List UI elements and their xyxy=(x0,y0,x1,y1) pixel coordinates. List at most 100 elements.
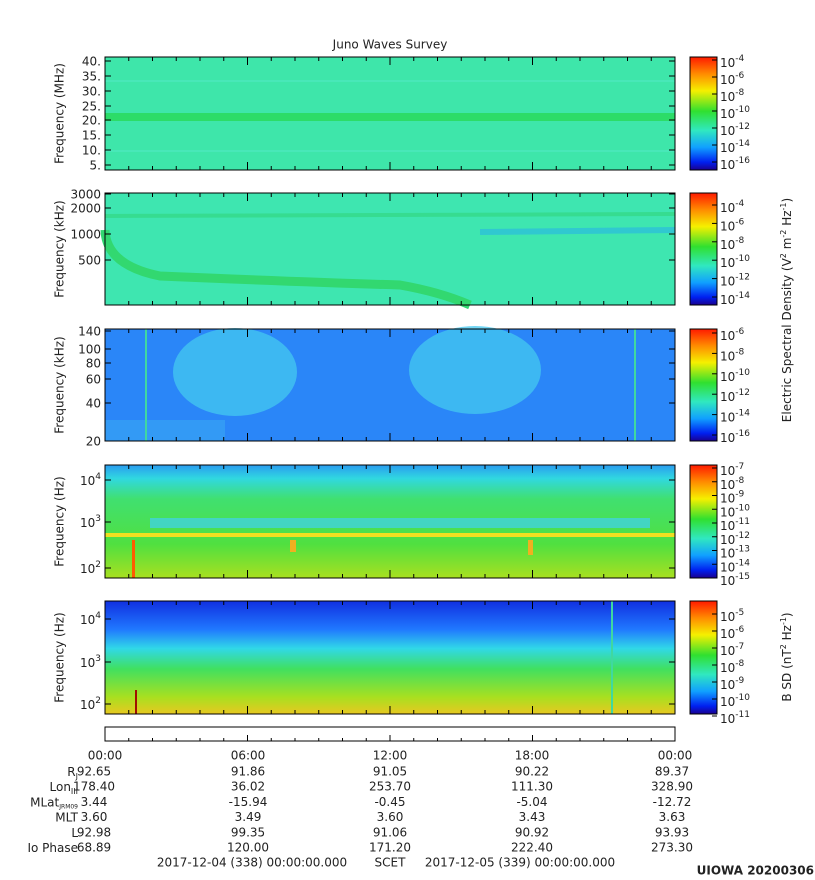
y-axis-label: Frequency (Hz) xyxy=(53,612,67,703)
ephemeris-value: 253.70 xyxy=(369,780,411,794)
text-part: -6 xyxy=(735,327,744,337)
text-part: -12 xyxy=(735,272,750,282)
text-part: -8 xyxy=(735,347,744,357)
text-part: MLT xyxy=(55,810,78,824)
text-part: 10 xyxy=(720,390,735,404)
colorbar-tick-label: 10-7 xyxy=(720,642,744,658)
text-part: L xyxy=(71,825,78,839)
text-part: 10 xyxy=(720,56,735,70)
text-part: -1 xyxy=(779,617,788,625)
y-tick-label: 40 xyxy=(86,397,101,411)
text-part: 10 xyxy=(720,201,735,215)
text-part: -12 xyxy=(735,530,750,540)
y-tick-label: 102 xyxy=(80,560,101,576)
colorbar-tick-label: 10-15 xyxy=(720,572,750,588)
text-part: 10 xyxy=(720,293,735,307)
colorbar-label: Electric Spectral Density (V2 m-2 Hz-1) xyxy=(779,198,794,422)
text-part: 10 xyxy=(720,574,735,588)
text-part: -6 xyxy=(735,625,744,635)
text-part: -8 xyxy=(735,235,744,245)
text-part: 10 xyxy=(720,73,735,87)
y-axis-label: Frequency (MHz) xyxy=(53,63,67,164)
time-label: 12:00 xyxy=(373,749,408,763)
y-tick-label: 40. xyxy=(82,55,101,69)
text-part: 10 xyxy=(720,431,735,445)
colorbar-tick-label: 10-10 xyxy=(720,367,750,383)
ephemeris-value: 222.40 xyxy=(511,841,553,855)
text-part: MLat xyxy=(30,795,59,809)
ephemeris-value: -15.94 xyxy=(229,795,268,809)
ephemeris-value: 68.89 xyxy=(77,841,111,855)
text-part: -4 xyxy=(735,54,744,64)
text-part: 10 xyxy=(720,90,735,104)
colorbar-tick-label: 10-8 xyxy=(720,88,745,104)
text-part: J xyxy=(75,772,78,781)
y-tick-label: 60 xyxy=(86,373,101,387)
text-part: 2 xyxy=(95,560,101,570)
y-tick-label: 30. xyxy=(82,85,101,99)
text-part: 10 xyxy=(720,329,735,343)
y-tick-label: 102 xyxy=(80,696,101,712)
text-part: 10 xyxy=(80,516,95,530)
y-tick-label: 100 xyxy=(78,343,101,357)
colorbar-tick-label: 10-4 xyxy=(720,199,745,215)
text-part: 10 xyxy=(720,627,735,641)
text-part: m xyxy=(780,238,794,254)
text-part: B SD (nT xyxy=(780,649,794,702)
y-tick-label: 20 xyxy=(86,435,101,449)
y-tick-label: 103 xyxy=(80,514,101,530)
text-part: -13 xyxy=(735,544,750,554)
colorbar-tick-label: 10-5 xyxy=(720,608,744,624)
text-part: -14 xyxy=(735,291,750,301)
ephemeris-value: 328.90 xyxy=(651,780,693,794)
y-tick-label: 104 xyxy=(80,611,101,627)
colorbar-tick-label: 10-9 xyxy=(720,676,745,692)
ephemeris-value: 3.43 xyxy=(519,810,546,824)
text-part: Electric Spectral Density (V xyxy=(780,257,794,422)
text-part: Lon xyxy=(50,780,71,794)
colorbar-tick-label: 10-14 xyxy=(720,558,750,574)
text-part: 10 xyxy=(80,698,95,712)
ephemeris-value: 90.22 xyxy=(515,765,549,779)
text-part: 2 xyxy=(95,696,101,706)
text-part: 10 xyxy=(720,644,735,658)
colorbar-tick-label: 10-11 xyxy=(720,517,750,533)
ephemeris-value: 89.37 xyxy=(655,765,689,779)
ephemeris-value: 92.98 xyxy=(77,825,111,839)
text-part: -6 xyxy=(735,71,744,81)
text-part: -14 xyxy=(735,139,750,149)
text-part: -10 xyxy=(735,254,750,264)
colorbar-tick-label: 10-14 xyxy=(720,291,750,307)
colorbar-tick-label: 10-12 xyxy=(720,530,750,546)
y-tick-label: 80 xyxy=(86,357,101,371)
spectrogram-1 xyxy=(105,57,675,170)
y-tick-label: 10. xyxy=(82,144,101,158)
text-part: -4 xyxy=(735,199,744,209)
y-tick-label: 2000 xyxy=(70,202,101,216)
text-part: -5 xyxy=(735,608,744,618)
text-part: -16 xyxy=(735,429,750,439)
text-part: 3 xyxy=(95,514,101,524)
text-part: -12 xyxy=(735,122,750,132)
credit: UIOWA 20200306 xyxy=(697,864,814,878)
spectrogram-5 xyxy=(105,601,675,714)
text-part: 10 xyxy=(720,491,735,505)
title: Juno Waves Survey xyxy=(332,38,448,52)
ephemeris-value: 93.93 xyxy=(655,825,689,839)
text-part: -8 xyxy=(735,659,744,669)
colorbar-tick-label: 10-6 xyxy=(720,625,745,641)
time-label: 06:00 xyxy=(231,749,266,763)
text-part: 10 xyxy=(720,237,735,251)
colorbar-tick-label: 10-12 xyxy=(720,122,750,138)
ephemeris-value: 120.00 xyxy=(227,841,269,855)
colorbar-tick-label: 10-7 xyxy=(720,462,744,478)
text-part: Io Phase xyxy=(27,841,78,855)
text-part: 10 xyxy=(720,532,735,546)
text-part: III xyxy=(71,787,78,796)
ephemeris-value: -0.45 xyxy=(374,795,405,809)
ephemeris-value: 111.30 xyxy=(511,780,553,794)
text-part: 4 xyxy=(95,472,101,482)
ephemeris-value: 90.92 xyxy=(515,825,549,839)
text-part: 10 xyxy=(720,505,735,519)
text-part: 10 xyxy=(720,712,735,726)
